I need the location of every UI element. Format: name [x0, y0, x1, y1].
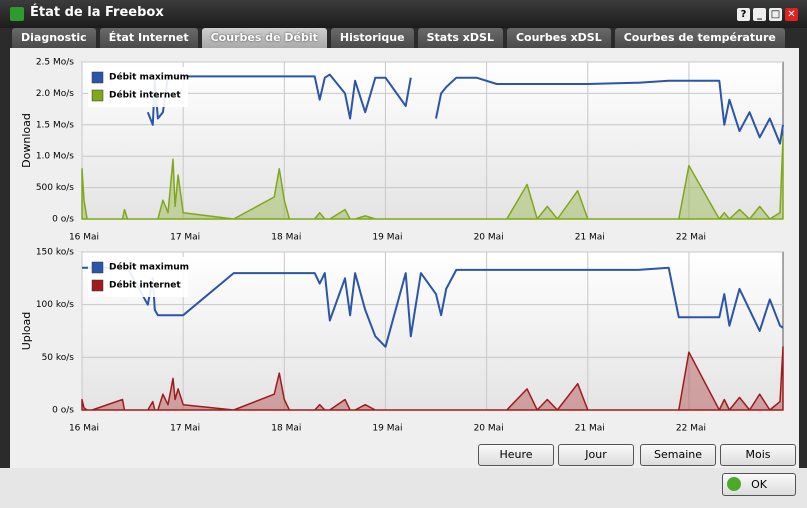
app-icon: [10, 7, 24, 21]
tab[interactable]: Courbes de Débit: [201, 28, 327, 48]
tab[interactable]: Historique: [330, 28, 414, 48]
footer: [0, 468, 807, 508]
window-title: État de la Freebox: [30, 5, 164, 20]
help-button[interactable]: ?: [737, 8, 750, 21]
tab-bar: Diagnostic État Internet Courbes de Débit H…: [12, 28, 785, 48]
tab[interactable]: Courbes de température: [614, 28, 785, 48]
range-button[interactable]: Heure: [478, 444, 554, 466]
close-button[interactable]: ✕: [785, 8, 798, 21]
range-button[interactable]: Mois: [720, 444, 796, 466]
range-button[interactable]: Jour: [558, 444, 634, 466]
ok-label: OK: [751, 478, 767, 491]
ok-button[interactable]: OK: [722, 473, 796, 496]
ok-icon: [727, 477, 741, 491]
chart-panel: [10, 48, 799, 468]
tab[interactable]: État Internet: [99, 28, 198, 48]
tab[interactable]: Diagnostic: [12, 28, 96, 48]
maximize-button[interactable]: □: [769, 8, 782, 21]
range-button[interactable]: Semaine: [640, 444, 716, 466]
tab[interactable]: Stats xDSL: [417, 28, 503, 48]
minimize-button[interactable]: _: [753, 8, 766, 21]
tab[interactable]: Courbes xDSL: [506, 28, 611, 48]
title-bar: État de la Freebox ? _ □ ✕: [0, 0, 807, 28]
